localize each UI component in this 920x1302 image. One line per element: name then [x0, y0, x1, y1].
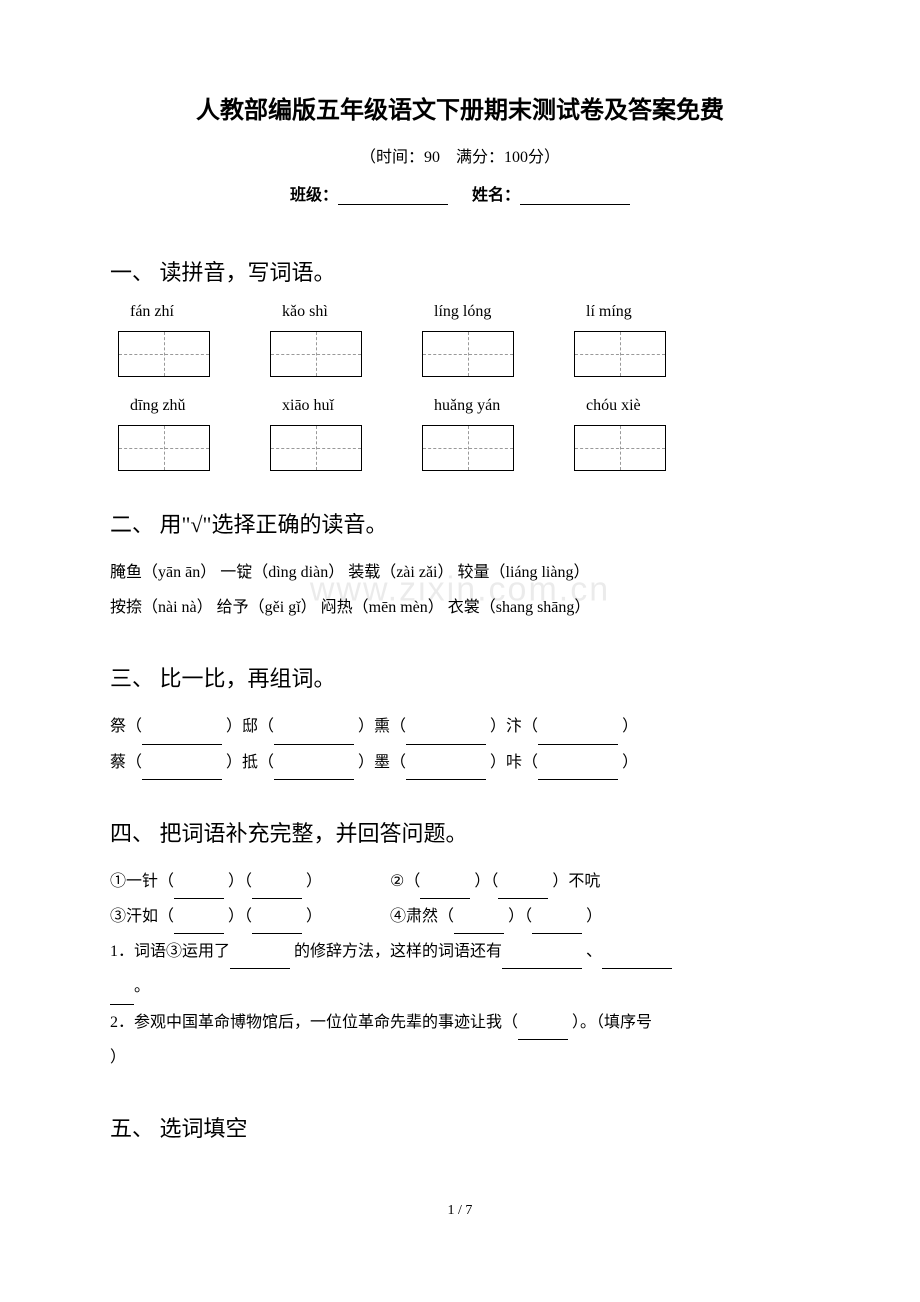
section-2-heading: 二、 用"√"选择正确的读音。 [110, 507, 810, 539]
section-1-heading: 一、 读拼音，写词语。 [110, 255, 810, 287]
text: ）（ [228, 873, 252, 890]
blank [502, 953, 582, 969]
blank [174, 883, 224, 899]
pinyin: kǎo shì [282, 303, 362, 321]
text: 1．词语③运用了 [110, 943, 230, 960]
text: ④肃然（ [390, 908, 454, 925]
pinyin-row-1: fán zhí kǎo shì líng lóng lí míng [130, 303, 810, 321]
char-box [270, 425, 362, 471]
document-subtitle: （时间：90 满分：100分） [110, 143, 810, 167]
section-3-line-1: 祭（ ）邸（ ）熏（ ）汴（ ） [110, 709, 810, 744]
text: ③汗如（ [110, 908, 174, 925]
blank [406, 729, 486, 745]
text: ①一针（ [110, 873, 174, 890]
text: ）（ [474, 873, 498, 890]
class-label: 班级： [290, 187, 338, 204]
section-5-heading: 五、 选词填空 [110, 1111, 810, 1143]
pinyin: huǎng yán [434, 397, 514, 415]
blank [110, 989, 134, 1005]
char-box-row-1 [118, 331, 810, 377]
section-4-heading: 四、 把词语补充完整，并回答问题。 [110, 816, 810, 848]
char-box [422, 425, 514, 471]
pinyin: lí míng [586, 303, 666, 321]
text: 。 [134, 978, 150, 995]
blank [142, 729, 222, 745]
text: 祭（ [110, 718, 142, 735]
text: 2．参观中国革命博物馆后，一位位革命先辈的事迹让我（ [110, 1014, 518, 1031]
char-box [118, 331, 210, 377]
blank [420, 883, 470, 899]
char-box [270, 331, 362, 377]
text: ②（ [390, 873, 420, 890]
char-box [118, 425, 210, 471]
blank [406, 764, 486, 780]
name-label: 姓名： [472, 187, 520, 204]
char-box [422, 331, 514, 377]
blank [602, 953, 672, 969]
text: 蔡（ [110, 754, 142, 771]
text: ） [306, 873, 322, 890]
char-box-row-2 [118, 425, 810, 471]
text: ）（ [508, 908, 532, 925]
blank [252, 883, 302, 899]
char-box [574, 425, 666, 471]
blank [230, 953, 290, 969]
text: ）汴（ [490, 718, 538, 735]
pinyin: líng lóng [434, 303, 514, 321]
text: ） [110, 1049, 126, 1066]
text: ）熏（ [358, 718, 406, 735]
blank [538, 764, 618, 780]
section-4-row-2: ③汗如（ ）（ ） ④肃然（ ）（ ） [110, 899, 810, 934]
char-box [574, 331, 666, 377]
document-title: 人教部编版五年级语文下册期末测试卷及答案免费 [110, 90, 810, 125]
blank [498, 883, 548, 899]
class-blank [338, 187, 448, 205]
text: ）咔（ [490, 754, 538, 771]
blank [142, 764, 222, 780]
text: ） [306, 908, 322, 925]
pinyin: chóu xiè [586, 397, 666, 415]
blank [274, 729, 354, 745]
text: ）墨（ [358, 754, 406, 771]
section-2-line-2: 按捺（nài nà） 给予（gěi gǐ） 闷热（mēn mèn） 衣裳（sha… [110, 590, 810, 625]
text: ）不吭 [552, 873, 600, 890]
text: ） [586, 908, 602, 925]
section-3-heading: 三、 比一比，再组词。 [110, 661, 810, 693]
pinyin: xiāo huǐ [282, 397, 362, 415]
text: ） [622, 754, 638, 771]
text: ）邸（ [226, 718, 274, 735]
blank [538, 729, 618, 745]
text: ）（ [228, 908, 252, 925]
section-4-q2: 2．参观中国革命博物馆后，一位位革命先辈的事迹让我（ ）。（填序号 [110, 1005, 810, 1040]
pinyin-row-2: dīng zhǔ xiāo huǐ huǎng yán chóu xiè [130, 397, 810, 415]
page-number: 1 / 7 [110, 1203, 810, 1219]
section-4-row-1: ①一针（ ）（ ） ②（ ）（ ）不吭 [110, 864, 810, 899]
section-4-q2-tail: ） [110, 1040, 810, 1075]
pinyin: fán zhí [130, 303, 210, 321]
blank [274, 764, 354, 780]
blank [174, 918, 224, 934]
section-3-line-2: 蔡（ ）抵（ ）墨（ ）咔（ ） [110, 745, 810, 780]
text: 的修辞方法，这样的词语还有 [294, 943, 502, 960]
blank [532, 918, 582, 934]
pinyin: dīng zhǔ [130, 397, 210, 415]
text: ）。（填序号 [572, 1014, 652, 1031]
form-line: 班级： 姓名： [110, 181, 810, 205]
section-2-line-1: 腌鱼（yān ān） 一锭（dìng diàn） 装载（zài zǎi） 较量（… [110, 555, 810, 590]
blank [454, 918, 504, 934]
text: ） [622, 718, 638, 735]
section-4-q1-tail: 。 [110, 969, 810, 1004]
blank [518, 1024, 568, 1040]
blank [252, 918, 302, 934]
text: 、 [586, 943, 602, 960]
text: ）抵（ [226, 754, 274, 771]
section-4-q1: 1．词语③运用了 的修辞方法，这样的词语还有 、 [110, 934, 810, 969]
name-blank [520, 187, 630, 205]
